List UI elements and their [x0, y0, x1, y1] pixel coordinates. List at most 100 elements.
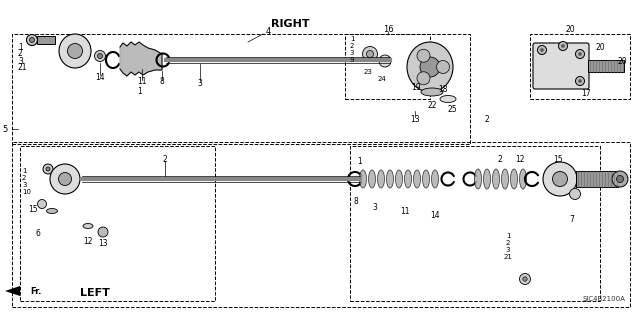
- Bar: [20, 146, 215, 301]
- Text: 1: 1: [506, 233, 510, 239]
- Text: 12: 12: [83, 236, 93, 246]
- Ellipse shape: [422, 170, 429, 188]
- Text: 23: 23: [364, 69, 372, 75]
- Ellipse shape: [502, 169, 509, 189]
- Text: 20: 20: [617, 56, 627, 65]
- Text: SJC4B2100A: SJC4B2100A: [582, 296, 625, 302]
- Polygon shape: [5, 286, 20, 296]
- Bar: [12, 142, 630, 307]
- Text: 24: 24: [378, 76, 387, 82]
- Ellipse shape: [483, 169, 490, 189]
- Text: 21: 21: [18, 63, 28, 72]
- Ellipse shape: [362, 47, 378, 62]
- Circle shape: [520, 273, 531, 285]
- Text: LEFT: LEFT: [80, 288, 110, 298]
- Text: Fr.: Fr.: [30, 286, 42, 295]
- Text: 25: 25: [447, 105, 457, 114]
- Ellipse shape: [493, 169, 499, 189]
- Text: 8: 8: [354, 197, 358, 205]
- Circle shape: [26, 34, 38, 46]
- Circle shape: [575, 77, 584, 85]
- Text: 3: 3: [18, 56, 23, 65]
- Circle shape: [538, 46, 547, 55]
- Text: 2: 2: [22, 175, 26, 181]
- Text: 14: 14: [95, 72, 105, 81]
- Text: 9: 9: [349, 57, 355, 63]
- Ellipse shape: [407, 42, 453, 92]
- Text: 6: 6: [36, 229, 40, 239]
- Text: 10: 10: [22, 189, 31, 195]
- Text: 3: 3: [372, 203, 378, 211]
- Ellipse shape: [421, 88, 443, 96]
- Ellipse shape: [367, 50, 374, 57]
- Ellipse shape: [59, 34, 91, 68]
- Text: 1: 1: [358, 157, 362, 166]
- Text: 21: 21: [504, 254, 513, 260]
- Circle shape: [578, 79, 582, 83]
- Ellipse shape: [378, 170, 385, 188]
- Text: 2: 2: [18, 49, 23, 58]
- Bar: [37, 36, 55, 44]
- Ellipse shape: [98, 227, 108, 237]
- Text: 11: 11: [400, 207, 410, 217]
- Ellipse shape: [83, 224, 93, 228]
- Ellipse shape: [95, 50, 106, 62]
- Text: 13: 13: [410, 115, 420, 123]
- Ellipse shape: [543, 162, 577, 196]
- Text: 19: 19: [411, 83, 421, 92]
- Ellipse shape: [616, 175, 623, 182]
- Text: 20: 20: [595, 42, 605, 51]
- Bar: [576, 171, 618, 187]
- Ellipse shape: [420, 57, 440, 77]
- Text: 1: 1: [18, 42, 23, 51]
- Circle shape: [540, 48, 544, 52]
- FancyBboxPatch shape: [533, 43, 589, 89]
- Text: 17: 17: [581, 90, 591, 99]
- Ellipse shape: [417, 49, 430, 62]
- Text: 16: 16: [383, 26, 394, 34]
- Text: 3: 3: [506, 247, 510, 253]
- Text: 13: 13: [98, 240, 108, 249]
- Ellipse shape: [474, 169, 481, 189]
- Text: 18: 18: [438, 85, 448, 93]
- Ellipse shape: [431, 170, 438, 188]
- Ellipse shape: [47, 209, 58, 213]
- Ellipse shape: [612, 171, 628, 187]
- Ellipse shape: [50, 164, 80, 194]
- Circle shape: [46, 167, 50, 171]
- Ellipse shape: [570, 189, 580, 199]
- Ellipse shape: [511, 169, 518, 189]
- Text: 8: 8: [159, 78, 164, 86]
- Ellipse shape: [417, 72, 430, 85]
- Circle shape: [43, 164, 53, 174]
- Ellipse shape: [67, 43, 83, 58]
- Text: 2: 2: [163, 154, 168, 164]
- Text: 2: 2: [484, 115, 490, 123]
- Bar: [350, 146, 600, 301]
- Ellipse shape: [58, 173, 72, 186]
- Bar: [588, 60, 624, 72]
- Ellipse shape: [413, 170, 420, 188]
- Circle shape: [575, 49, 584, 58]
- Circle shape: [559, 41, 568, 50]
- Text: 5: 5: [3, 124, 8, 133]
- Text: RIGHT: RIGHT: [271, 19, 309, 29]
- Text: 7: 7: [570, 214, 575, 224]
- Text: 3: 3: [349, 50, 355, 56]
- Text: 11: 11: [137, 78, 147, 86]
- Ellipse shape: [404, 170, 412, 188]
- Polygon shape: [120, 42, 162, 76]
- Circle shape: [523, 277, 527, 281]
- Text: 1: 1: [349, 36, 355, 42]
- Text: 2: 2: [498, 154, 502, 164]
- Ellipse shape: [360, 170, 367, 188]
- Ellipse shape: [520, 169, 527, 189]
- Ellipse shape: [369, 170, 376, 188]
- Ellipse shape: [552, 172, 568, 187]
- Ellipse shape: [38, 199, 47, 209]
- Ellipse shape: [396, 170, 403, 188]
- Ellipse shape: [387, 170, 394, 188]
- Text: 2: 2: [350, 43, 354, 49]
- Ellipse shape: [436, 61, 449, 73]
- Ellipse shape: [440, 95, 456, 102]
